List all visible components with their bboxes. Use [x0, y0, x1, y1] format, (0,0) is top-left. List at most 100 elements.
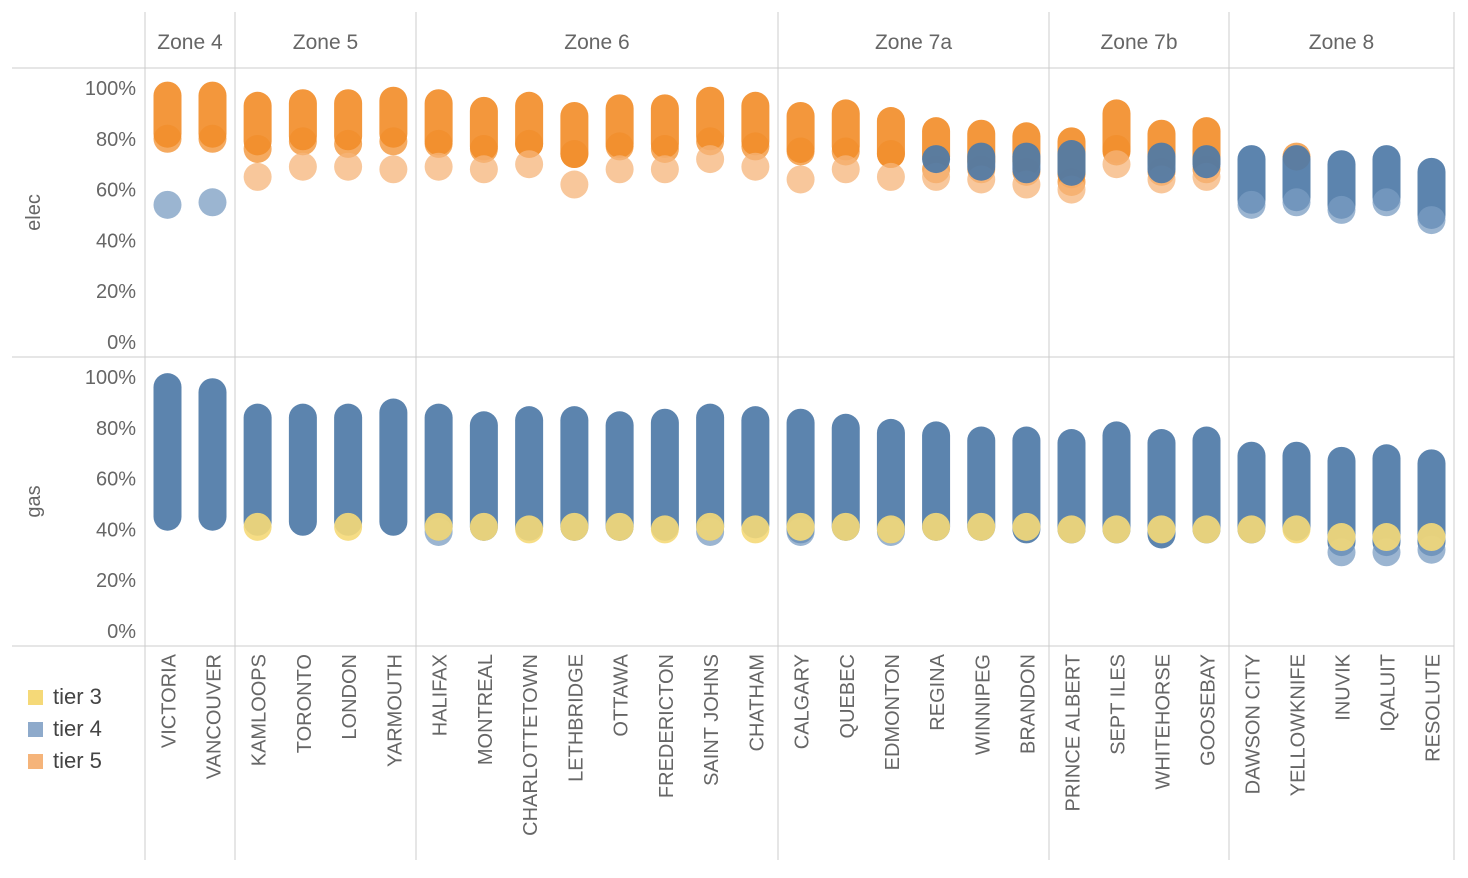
dot-range-mark — [198, 378, 227, 531]
zone-header: Zone 6 — [564, 31, 629, 54]
dot-range-mark — [1012, 426, 1041, 544]
city-label: PRINCE ALBERT — [1063, 654, 1085, 811]
dot-range-mark — [650, 408, 679, 541]
y-tick-label: 0% — [107, 332, 136, 354]
dot-range-mark — [424, 403, 453, 541]
dot-range-mark — [967, 426, 996, 541]
city-label: SEPT ILES — [1108, 654, 1130, 755]
dot-mark — [153, 190, 182, 219]
city-label: QUEBEC — [837, 654, 859, 738]
dot-range-mark — [831, 413, 860, 541]
dot-mark — [1417, 523, 1446, 552]
zone-header: Zone 8 — [1309, 31, 1374, 54]
dot-mark — [605, 132, 634, 161]
dot-range-mark — [243, 403, 272, 536]
dot-mark — [831, 512, 860, 541]
dot-mark — [515, 515, 544, 544]
zone-header: Zone 7b — [1100, 31, 1177, 54]
city-label: LONDON — [339, 654, 361, 740]
dot-mark — [560, 170, 589, 199]
dot-mark — [288, 152, 317, 181]
city-label: VANCOUVER — [204, 654, 226, 779]
dot-mark — [1057, 515, 1086, 544]
dot-range-mark — [1102, 421, 1131, 544]
city-label: CALGARY — [792, 654, 814, 749]
dot-mark — [650, 515, 679, 544]
dot-mark — [1102, 515, 1131, 544]
dot-mark — [198, 188, 227, 217]
city-label: CHARLOTTETOWN — [520, 654, 542, 836]
dot-range-mark — [1282, 441, 1311, 541]
dot-range-mark — [876, 418, 905, 544]
legend: tier 3 tier 4 tier 5 — [28, 681, 102, 777]
dot-range-mark — [379, 398, 408, 536]
legend-label: tier 5 — [53, 748, 102, 773]
dot-mark — [198, 124, 227, 153]
dot-mark — [334, 129, 363, 158]
dot-mark — [605, 155, 634, 184]
dot-mark — [515, 129, 544, 158]
dot-mark — [560, 512, 589, 541]
dot-mark — [696, 512, 725, 541]
legend-swatch — [28, 721, 43, 737]
dot-mark — [786, 165, 815, 194]
city-label: DAWSON CITY — [1243, 654, 1265, 794]
zone-header: Zone 4 — [157, 31, 223, 54]
city-label: BRANDON — [1017, 654, 1039, 754]
legend-item-tier-3[interactable]: tier 3 — [28, 681, 102, 713]
legend-item-tier-4[interactable]: tier 4 — [28, 713, 102, 745]
dot-mark — [696, 145, 725, 174]
dot-mark — [243, 162, 272, 191]
dot-mark — [650, 134, 679, 163]
dot-mark — [1102, 150, 1131, 179]
dot-mark — [424, 129, 453, 158]
city-label: INUVIK — [1333, 653, 1355, 720]
dot-range-mark — [1192, 145, 1221, 179]
city-label: WINNIPEG — [972, 654, 994, 755]
legend-swatch — [28, 753, 43, 769]
dot-mark — [831, 155, 860, 184]
dot-range-mark — [605, 411, 634, 541]
dot-mark — [1012, 512, 1041, 541]
dot-mark — [967, 512, 996, 541]
legend-item-tier-5[interactable]: tier 5 — [28, 745, 102, 777]
dot-mark — [650, 155, 679, 184]
y-tick-label: 100% — [85, 78, 136, 100]
city-label: EDMONTON — [882, 654, 904, 770]
y-tick-label: 20% — [96, 570, 136, 592]
legend-label: tier 4 — [53, 716, 102, 741]
city-label: CHATHAM — [746, 654, 768, 751]
city-label: IQALUIT — [1378, 654, 1400, 732]
dot-mark — [243, 512, 272, 541]
dot-range-mark — [1057, 429, 1086, 544]
dot-mark — [469, 512, 498, 541]
y-tick-label: 80% — [96, 418, 136, 440]
dot-mark — [922, 512, 951, 541]
dot-mark — [741, 132, 770, 161]
city-label: VICTORIA — [159, 653, 181, 748]
dot-range-mark — [1192, 426, 1221, 544]
dot-mark — [379, 155, 408, 184]
dot-range-mark — [922, 145, 951, 174]
dot-mark — [560, 140, 589, 169]
dot-mark — [1237, 190, 1266, 219]
dot-mark — [1282, 515, 1311, 544]
dot-range-mark — [288, 403, 317, 536]
zone-header: Zone 7a — [875, 31, 952, 54]
dot-mark — [1372, 188, 1401, 217]
dot-range-mark — [741, 406, 770, 539]
dot-mark — [1327, 195, 1356, 224]
dot-range-mark — [515, 406, 544, 541]
dot-range-mark — [1012, 142, 1041, 184]
city-label: TORONTO — [294, 654, 316, 753]
dot-mark — [786, 512, 815, 541]
city-label: HALIFAX — [430, 654, 452, 736]
dot-range-mark — [334, 403, 363, 536]
dot-mark — [424, 512, 453, 541]
city-label: OTTAWA — [611, 653, 633, 736]
y-tick-label: 20% — [96, 281, 136, 303]
city-label: YELLOWKNIFE — [1288, 654, 1310, 796]
city-label: SAINT JOHNS — [701, 654, 723, 786]
